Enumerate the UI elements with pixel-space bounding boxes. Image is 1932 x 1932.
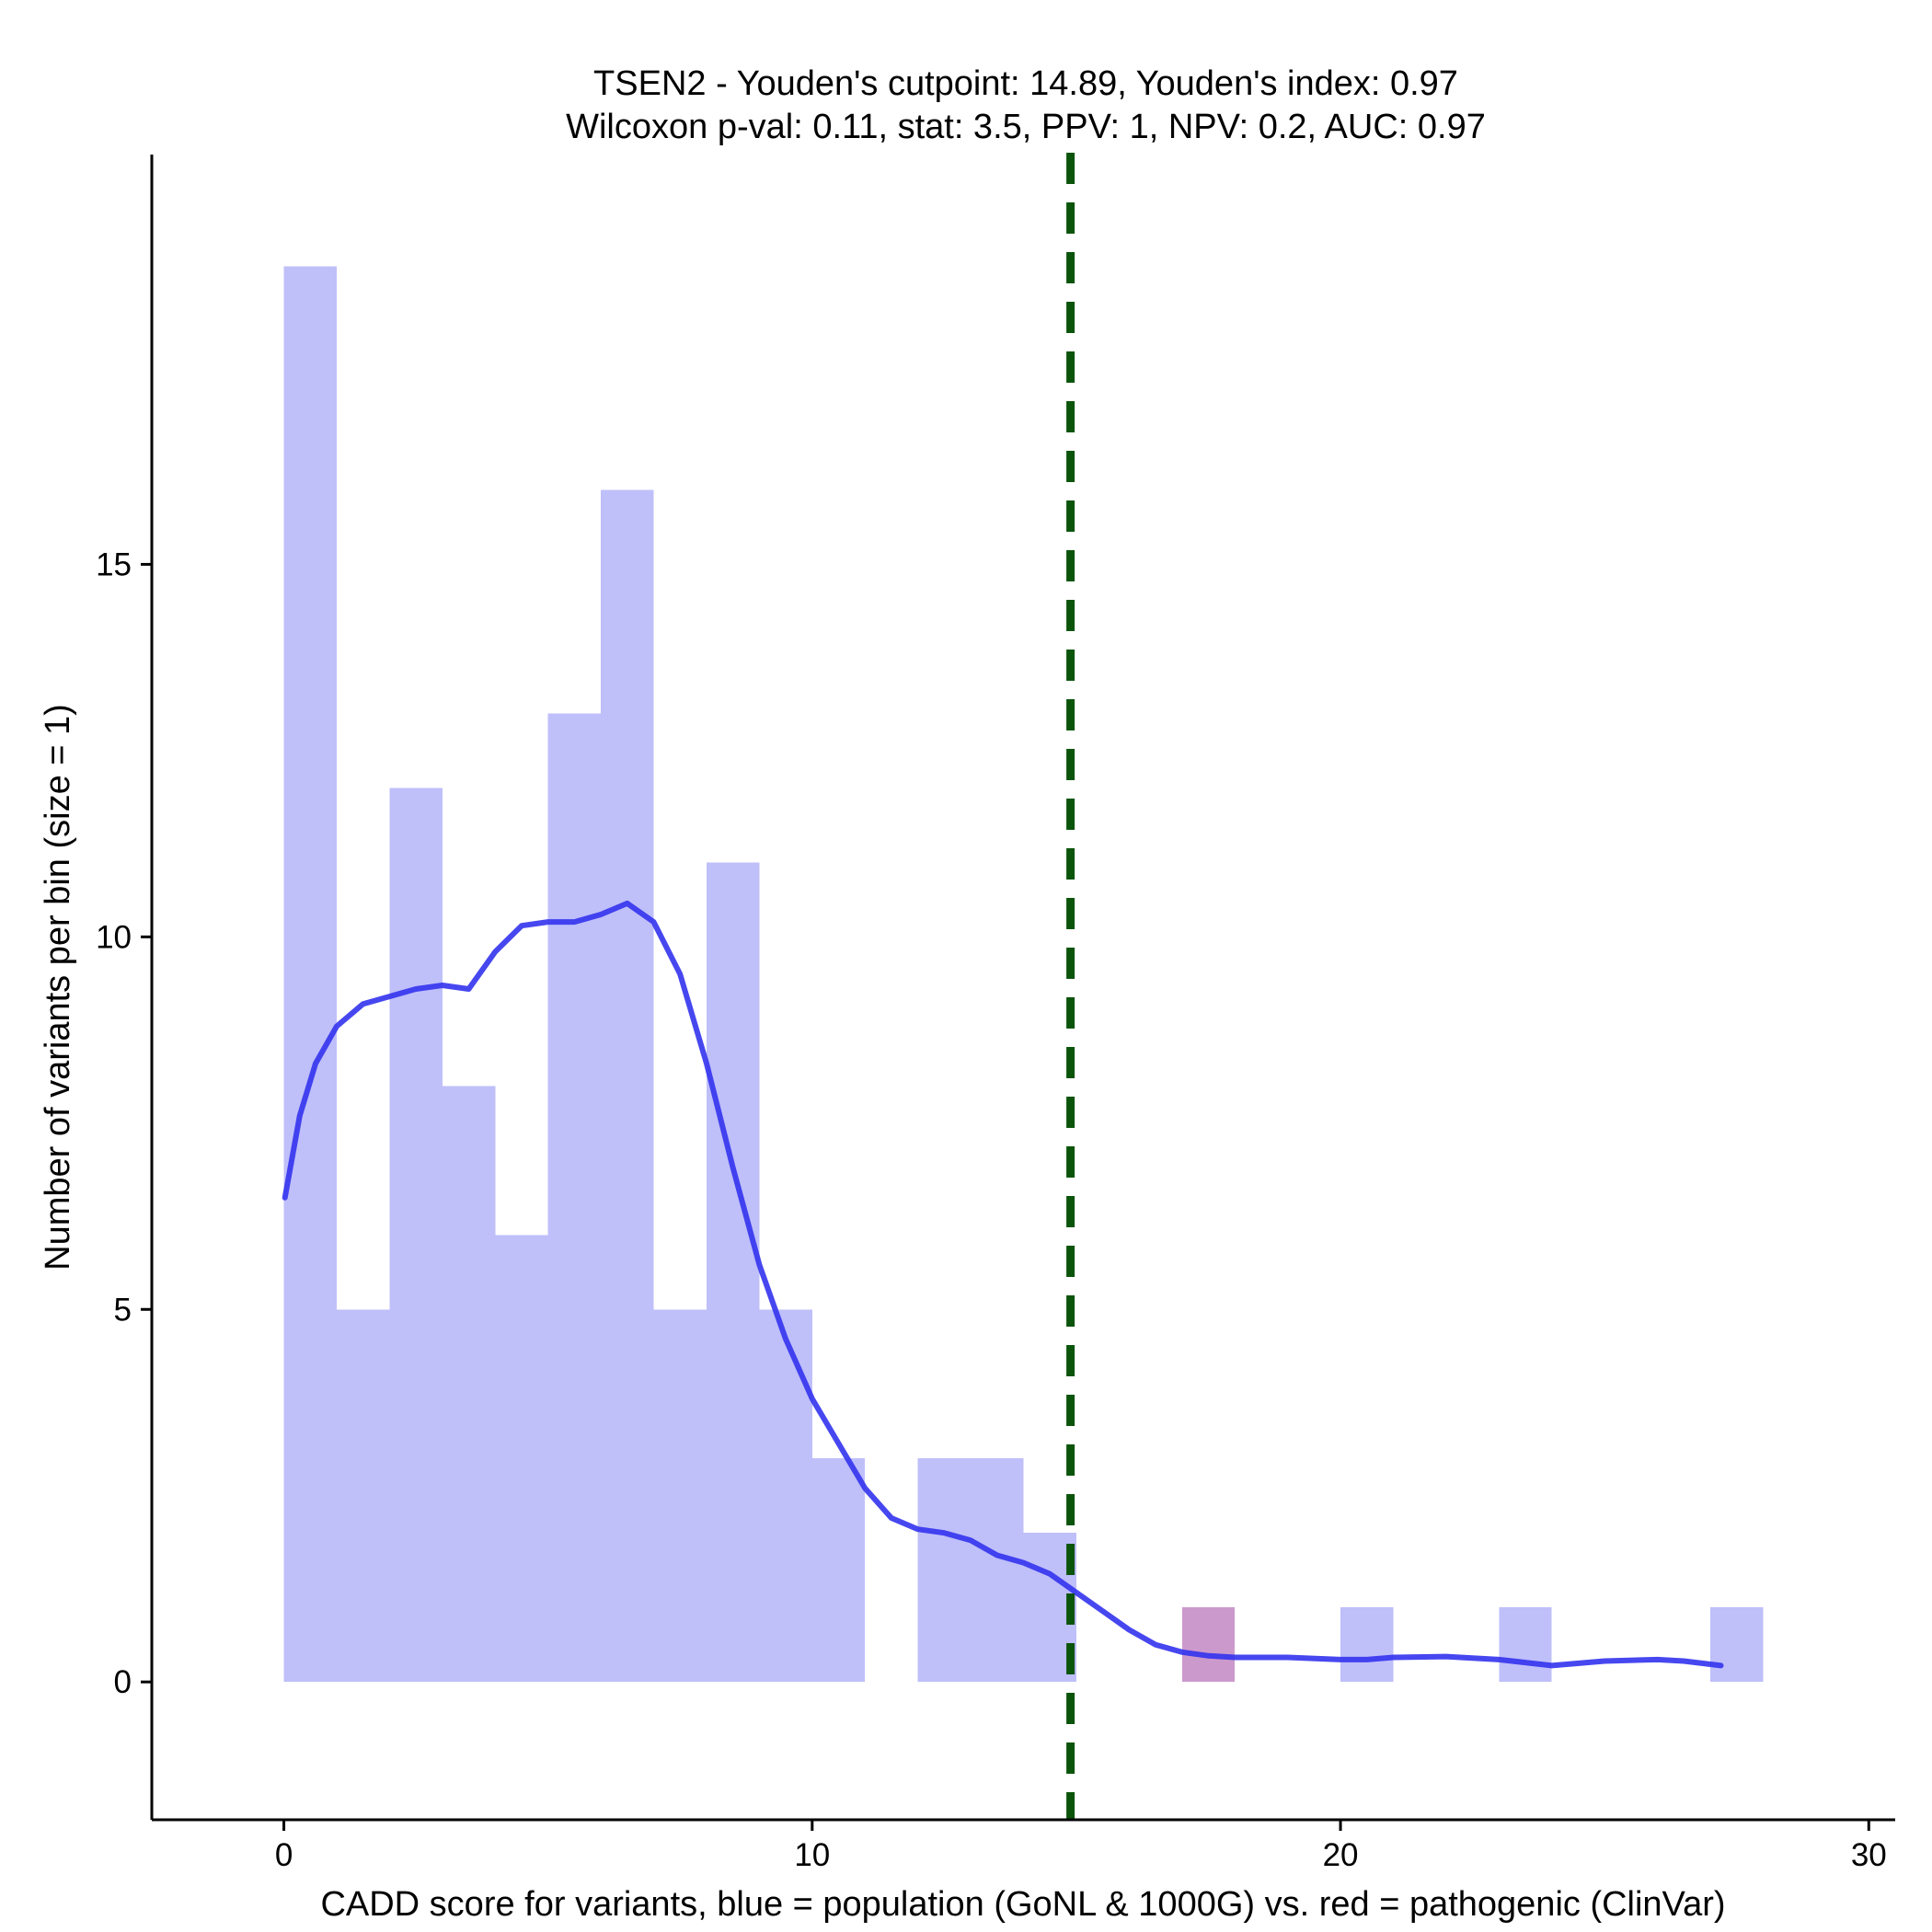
density-curve-layer: [282, 900, 1724, 1669]
population-bar-3: [442, 1086, 496, 1683]
population-bar-6: [601, 489, 654, 1683]
population-bar-16: [1710, 1607, 1764, 1683]
population-bar-9: [759, 1309, 812, 1683]
chart-title-line1: TSEN2 - Youden's cutpoint: 14.89, Youden…: [593, 64, 1458, 103]
y-axis-label: Number of variants per bin (size = 1): [39, 704, 77, 1271]
x-tick-label-10: 10: [794, 1837, 830, 1873]
population-bar-11: [917, 1458, 972, 1683]
population-bar-10: [811, 1458, 866, 1683]
population-bar-2: [389, 788, 443, 1683]
x-axis-ticks: 0 10 20 30: [275, 1820, 1887, 1873]
population-bar-7: [653, 1309, 707, 1683]
y-tick-label-5: 5: [114, 1292, 132, 1328]
chart-title-line2: Wilcoxon p-val: 0.11, stat: 3.5, PPV: 1,…: [566, 108, 1486, 146]
population-bar-14: [1340, 1607, 1394, 1683]
population-bar-5: [547, 713, 602, 1683]
y-tick-label-15: 15: [96, 546, 132, 582]
population-bar-15: [1499, 1607, 1552, 1683]
pathogenic-bar-0: [1181, 1607, 1236, 1683]
population-bar-8: [706, 862, 760, 1683]
x-axis-label: CADD score for variants, blue = populati…: [320, 1885, 1725, 1924]
y-axis-ticks: 0 5 10 15: [96, 546, 152, 1700]
population-bar-4: [495, 1235, 548, 1683]
population-bar-1: [336, 1309, 390, 1683]
population-bar-0: [283, 266, 337, 1683]
x-tick-label-20: 20: [1323, 1837, 1359, 1873]
population-bar-12: [971, 1458, 1024, 1683]
y-tick-label-0: 0: [114, 1664, 132, 1700]
histogram-bars: [283, 266, 1764, 1683]
x-tick-label-30: 30: [1851, 1837, 1887, 1873]
y-tick-label-10: 10: [96, 919, 132, 955]
density-curve: [282, 900, 1724, 1669]
x-tick-label-0: 0: [275, 1837, 293, 1873]
